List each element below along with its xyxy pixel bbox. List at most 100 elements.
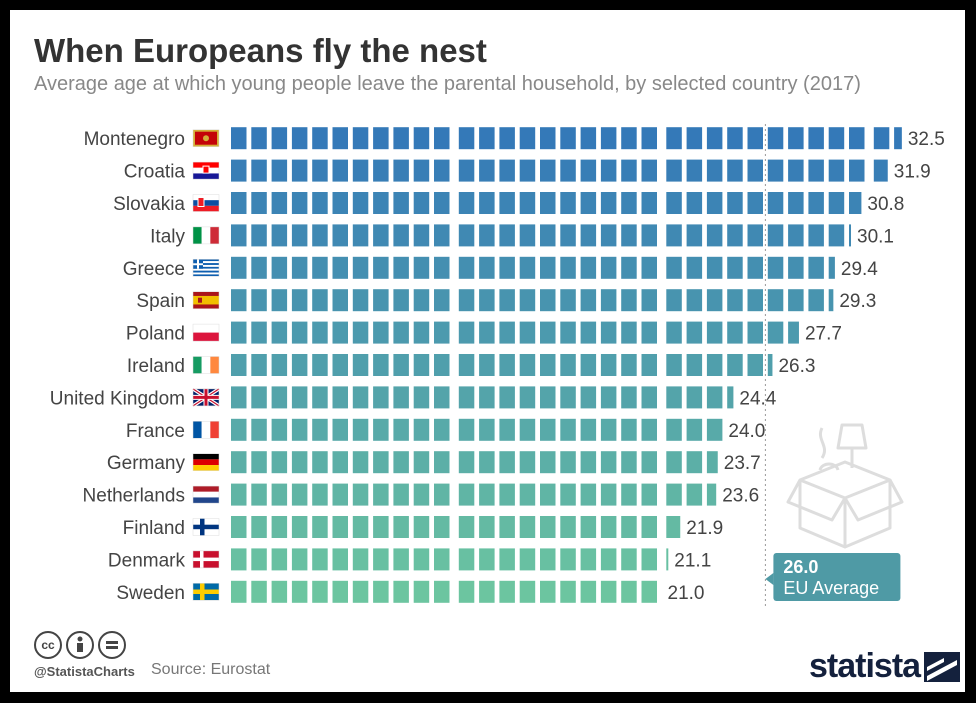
bar-block <box>393 192 409 214</box>
bar-row-germany: Germany 23.7 <box>107 451 761 474</box>
bar-block <box>251 354 267 376</box>
bar-block <box>621 224 637 247</box>
bar-block <box>413 256 430 279</box>
bar-block <box>352 256 369 279</box>
bar-block <box>479 451 495 474</box>
bar-block <box>540 354 556 376</box>
bar-block <box>413 127 430 150</box>
bar-block <box>291 192 308 214</box>
bar-block <box>291 321 308 344</box>
bar-block <box>641 224 657 247</box>
bar-block <box>231 451 247 474</box>
bar-block <box>540 580 556 603</box>
bar-block <box>747 127 763 150</box>
bar-block <box>706 354 723 376</box>
flag-icon <box>192 583 220 601</box>
bar-block <box>458 516 475 538</box>
bar-block <box>519 289 536 312</box>
bar-block <box>580 548 597 571</box>
bar-block <box>271 289 288 312</box>
bar-row-greece: Greece 29.4 <box>123 256 878 280</box>
bar-block <box>686 192 703 214</box>
bar-block <box>251 418 267 441</box>
bar-block <box>291 386 308 409</box>
bar-block <box>291 418 308 441</box>
data-label: 24.4 <box>739 388 776 409</box>
bar-block <box>352 354 369 376</box>
bar-block <box>458 289 475 312</box>
bar-row-united-kingdom: United Kingdom 24.4 <box>50 386 777 409</box>
bar-block <box>641 580 657 603</box>
bar-block <box>686 256 703 279</box>
category-label: Netherlands <box>83 486 185 507</box>
bar-block <box>828 224 845 247</box>
statista-logo[interactable]: statista <box>809 647 961 686</box>
bar-block <box>560 483 576 506</box>
bar-block <box>747 321 763 344</box>
bar-block <box>499 516 515 538</box>
bar-block <box>479 256 495 279</box>
bar-block <box>580 289 597 312</box>
bar-block <box>373 289 389 312</box>
bar-block <box>600 451 617 474</box>
bar-block <box>808 224 824 247</box>
bar-block <box>231 580 247 603</box>
bar-block <box>686 224 703 247</box>
bar-block <box>479 548 495 571</box>
bar-block <box>727 127 743 150</box>
bar-block <box>600 321 617 344</box>
bar-block <box>291 127 308 150</box>
bar-block <box>767 192 784 214</box>
bar-block <box>373 386 389 409</box>
bar-block <box>458 321 475 344</box>
bar-block <box>560 418 576 441</box>
bar-block <box>413 451 430 474</box>
bar-block-partial <box>666 516 681 538</box>
bar-block <box>332 548 348 571</box>
bar-block <box>540 289 556 312</box>
bar-block <box>434 516 450 538</box>
bar-block <box>312 256 328 279</box>
category-label: Poland <box>126 324 185 345</box>
bar-block <box>352 483 369 506</box>
bar-block <box>434 451 450 474</box>
bar-block <box>458 386 475 409</box>
bar-block <box>519 418 536 441</box>
bar-block <box>560 548 576 571</box>
statista-handle[interactable]: @StatistaCharts <box>34 664 135 679</box>
flag-icon <box>192 226 220 245</box>
data-label: 30.8 <box>867 194 904 215</box>
flag-icon <box>192 161 220 180</box>
bar-block <box>706 256 723 279</box>
bar-block <box>519 451 536 474</box>
bar-block <box>231 386 247 409</box>
bar-block <box>231 321 247 344</box>
bar-block <box>686 321 703 344</box>
bar-block <box>666 192 682 214</box>
statista-logo-icon <box>924 651 961 682</box>
bar-block <box>291 159 308 182</box>
flag-icon <box>192 259 220 277</box>
bar-block <box>332 580 348 603</box>
eu-average-label: EU Average <box>783 578 879 598</box>
bar-block <box>373 159 389 182</box>
bar-block <box>251 451 267 474</box>
bar-block <box>706 418 723 441</box>
bar-block <box>767 289 784 312</box>
bar-block <box>641 418 657 441</box>
bar-block-partial <box>788 321 799 344</box>
bar-block <box>540 224 556 247</box>
bar-block <box>458 580 475 603</box>
bar-block <box>413 418 430 441</box>
category-label: Slovakia <box>113 194 185 215</box>
category-label: United Kingdom <box>50 388 185 409</box>
bar-block <box>666 321 682 344</box>
bar-row-ireland: Ireland 26.3 <box>127 354 815 377</box>
category-label: Germany <box>107 453 186 474</box>
bar-block <box>873 127 890 150</box>
bar-block <box>352 127 369 150</box>
bar-block <box>499 224 515 247</box>
bar-block <box>621 418 637 441</box>
category-label: Greece <box>123 259 185 280</box>
bar-block <box>332 289 348 312</box>
